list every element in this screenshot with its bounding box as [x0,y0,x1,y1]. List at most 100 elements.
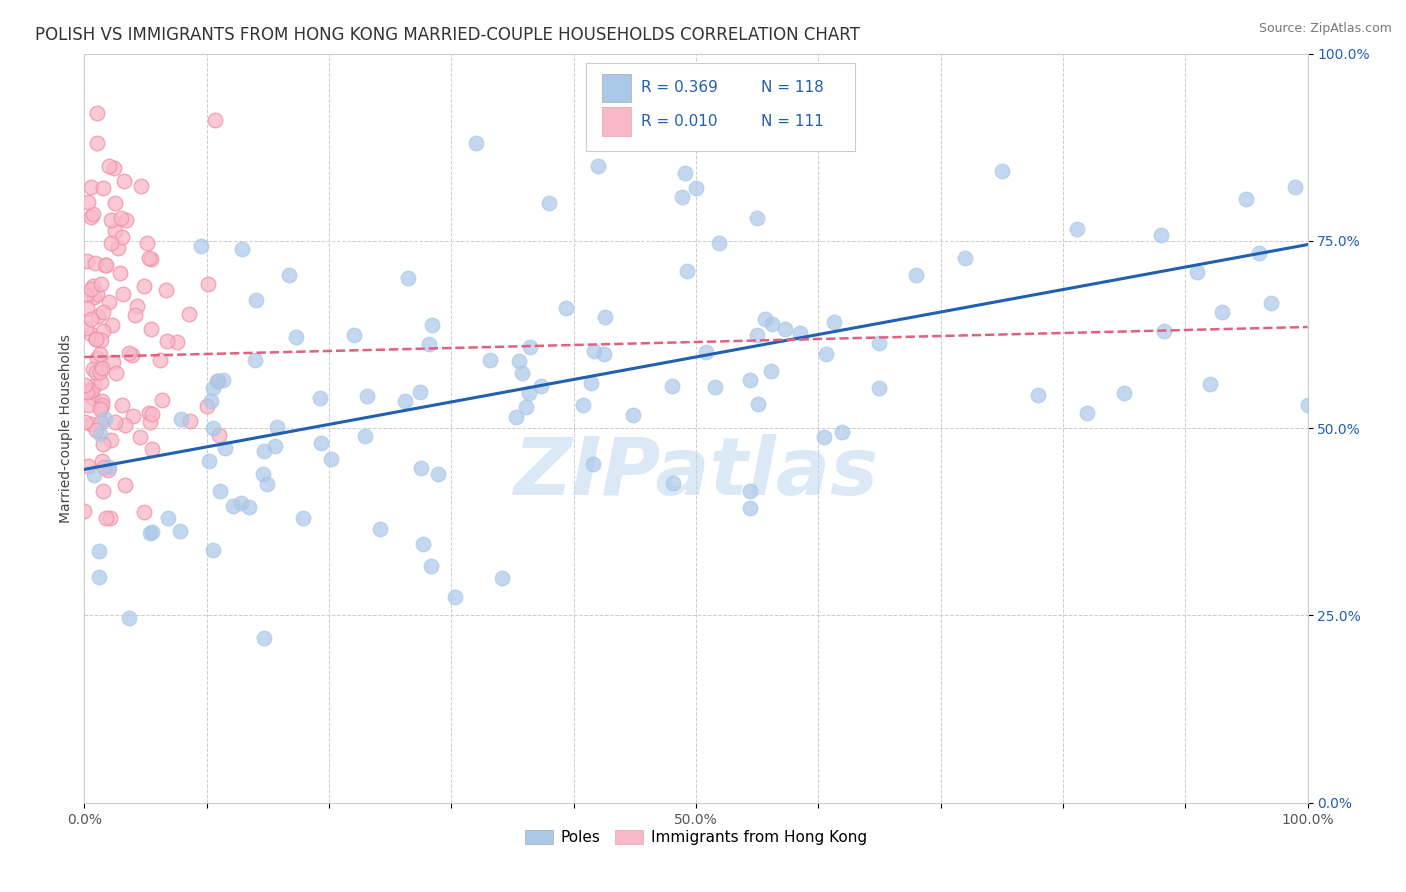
Point [89,402,111,417]
Point [253,631,276,645]
Point [138,251,160,265]
Point [117,346,139,360]
Point [747,211,769,226]
Point [110,211,132,226]
Point [595,310,617,324]
Point [77,398,100,412]
Point [129,430,152,444]
Point [101,354,124,368]
Point [869,335,891,350]
Point [75,321,97,335]
Point [309,436,332,450]
Point [775,322,797,336]
Point [91,483,114,498]
Point [97,460,120,475]
Point [245,293,267,308]
Point [89,426,111,441]
Point [695,345,717,359]
Point [238,500,260,515]
Point [266,420,288,434]
Point [73,416,96,430]
Point [200,394,222,409]
Text: R = 0.369: R = 0.369 [641,80,718,95]
Point [90,361,112,376]
Point [197,454,219,468]
Point [1198,376,1220,391]
Point [412,537,434,551]
Point [747,396,769,410]
Point [443,590,465,604]
Point [157,511,180,525]
Point [207,375,229,389]
Point [1236,192,1258,206]
Point [80,417,103,432]
Point [1066,222,1088,236]
Point [134,505,156,519]
Point [740,483,762,498]
Point [356,389,378,403]
Point [82,207,104,221]
Point [166,334,188,349]
Point [231,243,253,257]
Point [104,224,127,238]
Point [759,363,782,377]
Point [583,344,606,359]
Point [394,393,416,408]
Point [671,190,693,204]
Point [89,362,111,376]
Point [76,301,98,315]
Point [104,415,127,429]
Point [991,164,1014,178]
Text: R = 0.010: R = 0.010 [641,114,717,129]
Point [94,411,117,425]
Point [141,442,163,457]
Point [707,236,730,251]
Point [76,194,98,209]
Point [86,286,108,301]
Point [111,398,134,412]
Point [83,378,105,392]
Point [815,347,838,361]
Point [420,558,443,573]
Point [124,308,146,322]
Point [111,230,134,244]
Point [1153,324,1175,338]
Point [100,236,122,251]
Point [156,334,179,348]
Point [141,407,163,421]
Point [90,401,112,415]
Point [112,174,135,188]
Point [530,379,553,393]
Point [86,351,108,366]
Point [278,268,301,283]
Point [107,241,129,255]
Point [179,414,201,428]
Point [80,210,103,224]
Point [141,252,163,267]
Point [73,378,96,392]
Point [207,374,229,388]
Point [204,113,226,128]
Point [519,340,541,354]
Point [342,327,364,342]
FancyBboxPatch shape [602,74,631,103]
Point [396,270,419,285]
Point [571,398,593,412]
Point [139,416,162,430]
Point [94,258,117,272]
Point [252,467,274,481]
Point [104,196,127,211]
Point [197,277,219,291]
Point [685,181,707,195]
Point [169,411,191,425]
Point [621,409,644,423]
Point [83,290,105,304]
Point [353,429,375,443]
Point [190,239,212,253]
Point [84,332,107,346]
Point [292,511,315,525]
Point [91,324,114,338]
Point [243,353,266,368]
Point [169,524,191,538]
Point [100,433,122,447]
